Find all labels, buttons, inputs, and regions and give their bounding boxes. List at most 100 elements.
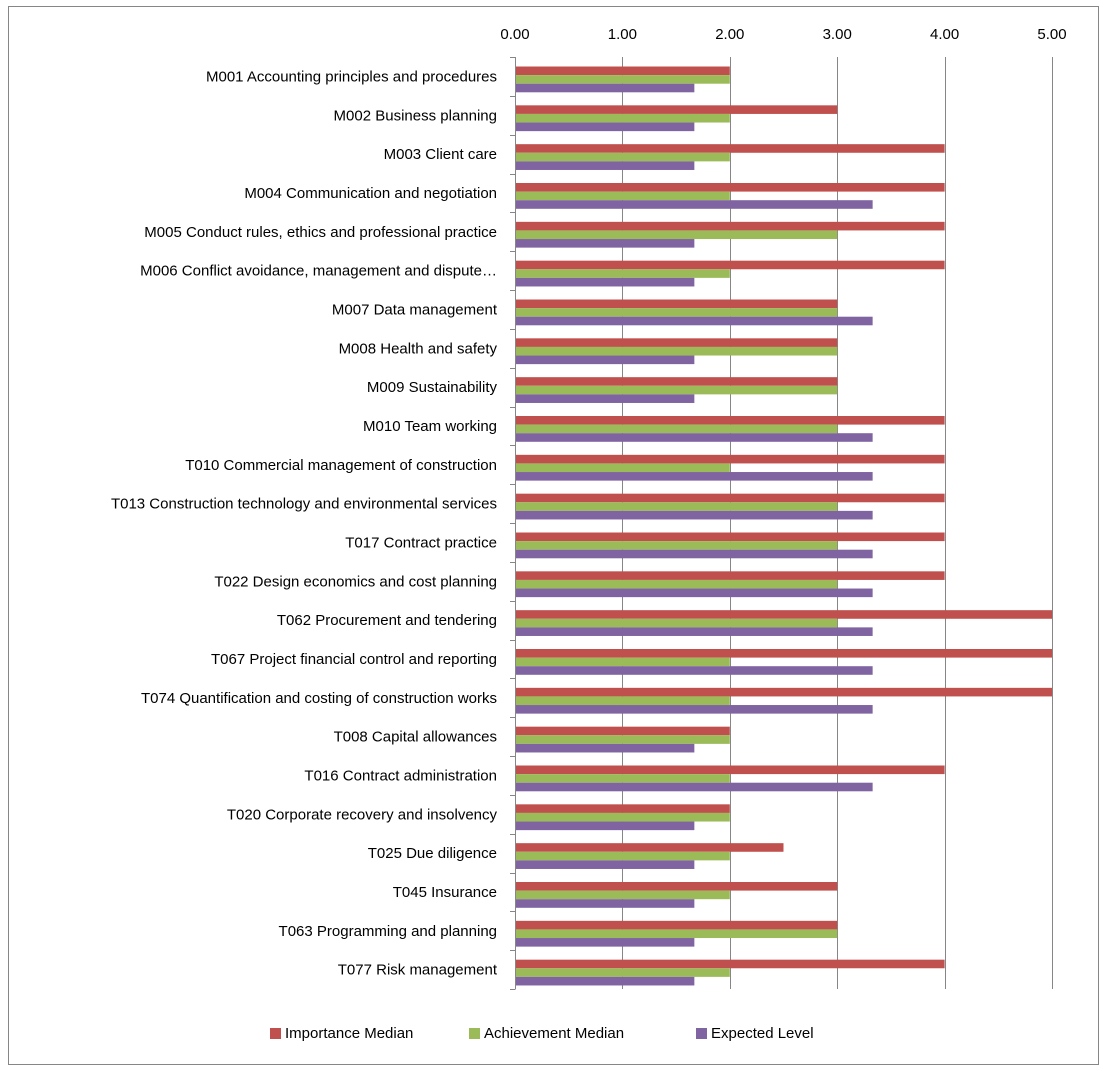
expected-level-bar xyxy=(516,627,873,636)
achievement-median-bar xyxy=(516,541,838,550)
chart-frame: 0.00 1.00 2.00 3.00 4.00 5.00 M001 Accounting… xyxy=(8,6,1099,1065)
category-label: T013 Construction technology and environ… xyxy=(111,496,497,513)
gridlines xyxy=(622,57,1053,989)
importance-median-bar xyxy=(516,221,945,231)
achievement-median-bar xyxy=(516,346,838,356)
importance-median-bar xyxy=(516,804,730,813)
legend: Importance Median Achievement Median Expec… xyxy=(270,1025,814,1042)
importance-median-bar xyxy=(516,687,1052,697)
achievement-median-bar xyxy=(516,968,730,977)
importance-median-bar xyxy=(516,338,838,347)
legend-swatch xyxy=(270,1028,281,1039)
legend-label: Expected Level xyxy=(711,1025,814,1042)
importance-median-bar xyxy=(516,299,838,309)
achievement-median-bar xyxy=(516,269,730,278)
achievement-median-bar xyxy=(516,502,838,511)
achievement-median-bar xyxy=(516,230,838,240)
achievement-median-bar xyxy=(516,735,730,744)
importance-median-bar xyxy=(516,377,838,386)
importance-median-bar xyxy=(516,105,838,114)
category-label: M004 Communication and negotiation xyxy=(244,185,497,202)
importance-median-bar xyxy=(516,183,945,192)
category-label: T010 Commercial management of constructi… xyxy=(185,457,497,474)
expected-level-bar xyxy=(516,782,873,792)
expected-level-bar xyxy=(516,510,873,520)
x-tick-label: 5.00 xyxy=(1037,26,1066,43)
expected-level-bar xyxy=(516,433,873,442)
category-label: T008 Capital allowances xyxy=(334,729,497,746)
category-label: T020 Corporate recovery and insolvency xyxy=(227,806,498,823)
achievement-median-bar xyxy=(516,774,730,783)
importance-median-bar xyxy=(516,144,945,153)
achievement-median-bar xyxy=(516,579,838,589)
expected-level-bar xyxy=(516,161,695,170)
expected-level-bar xyxy=(516,743,695,753)
importance-median-bar xyxy=(516,493,945,503)
x-axis-ticks: 0.00 1.00 2.00 3.00 4.00 5.00 xyxy=(500,26,1066,43)
importance-median-bar xyxy=(516,726,730,736)
achievement-median-bar xyxy=(516,424,838,434)
legend-label: Importance Median xyxy=(285,1025,413,1042)
x-tick-label: 1.00 xyxy=(608,26,637,43)
expected-level-bar xyxy=(516,472,873,481)
x-tick-label: 2.00 xyxy=(715,26,744,43)
achievement-median-bar xyxy=(516,75,730,84)
achievement-median-bar xyxy=(516,113,730,123)
importance-median-bar xyxy=(516,260,945,270)
importance-median-bar xyxy=(516,571,945,580)
category-label: T045 Insurance xyxy=(393,884,497,901)
x-tick-label: 0.00 xyxy=(500,26,529,43)
bar-chart: 0.00 1.00 2.00 3.00 4.00 5.00 M001 Accounting… xyxy=(111,26,1067,1042)
category-label: M010 Team working xyxy=(363,418,497,435)
importance-median-bar xyxy=(516,959,945,969)
expected-level-bar xyxy=(516,122,695,132)
expected-level-bar xyxy=(516,200,873,209)
achievement-median-bar xyxy=(516,463,730,473)
achievement-median-bar xyxy=(516,890,730,900)
importance-median-bar xyxy=(516,765,945,775)
achievement-median-bar xyxy=(516,657,730,667)
importance-median-bar xyxy=(516,882,838,891)
achievement-median-bar xyxy=(516,618,838,628)
legend-label: Achievement Median xyxy=(484,1025,624,1042)
importance-median-bar xyxy=(516,843,784,852)
importance-median-bar xyxy=(516,454,945,464)
category-label: M008 Health and safety xyxy=(339,340,498,357)
category-label: T062 Procurement and tendering xyxy=(277,612,497,629)
category-label: T074 Quantification and costing of const… xyxy=(141,690,497,707)
expected-level-bar xyxy=(516,394,695,403)
expected-level-bar xyxy=(516,821,695,831)
y-axis xyxy=(510,57,516,990)
expected-level-bar xyxy=(516,666,873,675)
importance-median-bar xyxy=(516,610,1052,619)
achievement-median-bar xyxy=(516,385,838,395)
expected-level-bar xyxy=(516,588,873,598)
achievement-median-bar xyxy=(516,308,838,317)
expected-level-bar xyxy=(516,976,695,986)
category-label: T025 Due diligence xyxy=(368,845,497,862)
category-label: T063 Programming and planning xyxy=(279,923,497,940)
importance-median-bar xyxy=(516,416,945,425)
category-label: T077 Risk management xyxy=(338,962,498,979)
category-label: T022 Design economics and cost planning xyxy=(214,573,497,590)
category-label: T067 Project financial control and repor… xyxy=(211,651,497,668)
category-label: M007 Data management xyxy=(332,301,498,318)
expected-level-bar xyxy=(516,938,695,947)
expected-level-bar xyxy=(516,860,695,869)
importance-median-bar xyxy=(516,649,1052,658)
expected-level-bar xyxy=(516,899,695,908)
category-label: M002 Business planning xyxy=(334,107,497,124)
legend-swatch xyxy=(469,1028,480,1039)
category-label: M009 Sustainability xyxy=(367,379,498,396)
legend-swatch xyxy=(696,1028,707,1039)
x-tick-label: 3.00 xyxy=(823,26,852,43)
achievement-median-bar xyxy=(516,696,730,706)
category-label: T016 Contract administration xyxy=(304,767,497,784)
expected-level-bar xyxy=(516,705,873,714)
importance-median-bar xyxy=(516,920,838,930)
achievement-median-bar xyxy=(516,929,838,939)
expected-level-bar xyxy=(516,316,873,326)
expected-level-bar xyxy=(516,239,695,248)
x-tick-label: 4.00 xyxy=(930,26,959,43)
category-label: T017 Contract practice xyxy=(345,534,497,551)
